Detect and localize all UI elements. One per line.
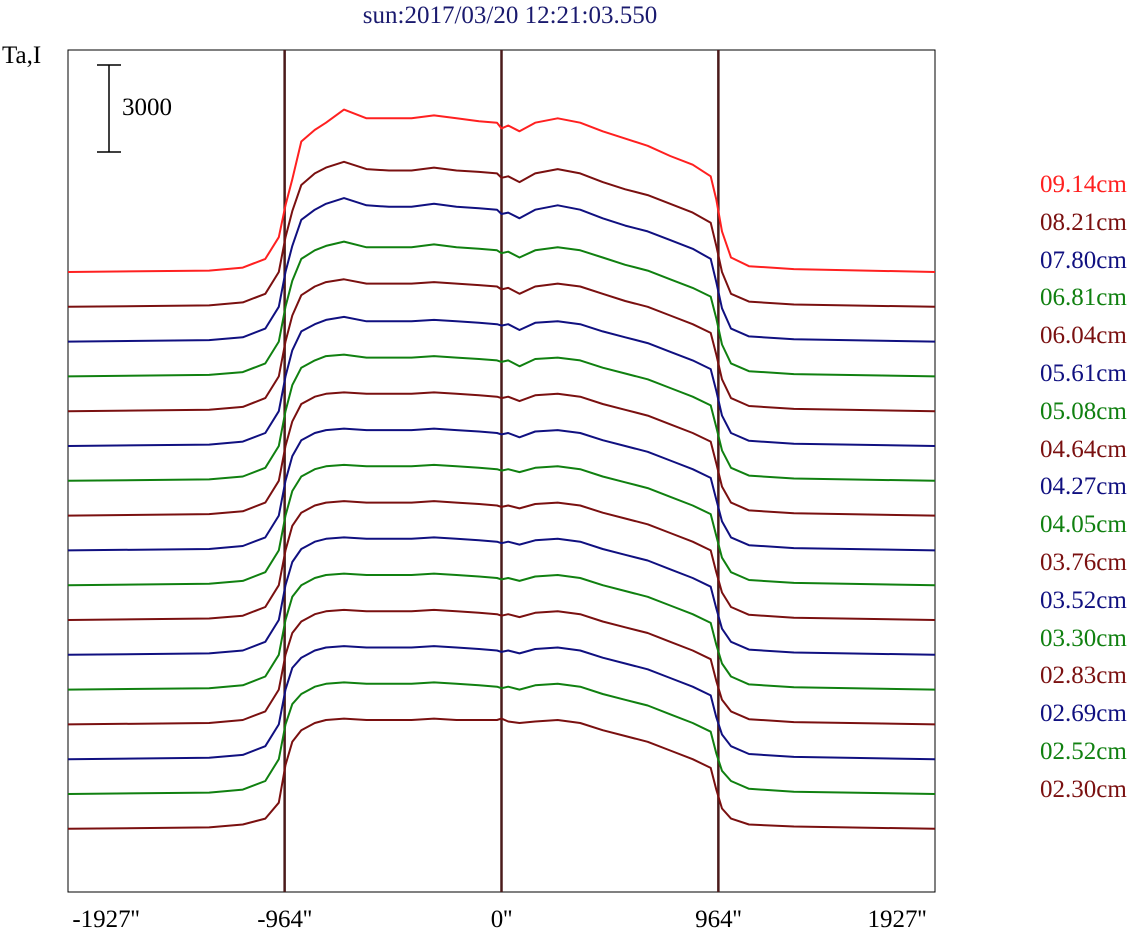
legend-entry: 08.21cm [1040,208,1127,236]
legend-entry: 03.30cm [1040,624,1127,652]
legend-entry: 02.69cm [1040,700,1127,728]
legend-entry: 06.04cm [1040,322,1127,350]
series-line-05.61cm [67,315,936,447]
series-line-02.52cm [67,681,936,795]
x-tick-label: -964'' [257,906,313,933]
legend-entry: 04.64cm [1040,435,1127,463]
legend-entry: 07.80cm [1040,246,1127,274]
legend-entry: 06.81cm [1040,284,1127,312]
traces [67,108,936,830]
legend-entry: 03.76cm [1040,549,1127,576]
legend-entry: 09.14cm [1040,171,1127,198]
legend-entry: 05.08cm [1040,397,1127,425]
series-line-07.80cm [67,197,936,343]
legend-entry: 02.30cm [1040,775,1127,803]
series-line-05.08cm [67,353,936,482]
legend-entry: 04.05cm [1040,511,1127,539]
legend-entry: 05.61cm [1040,360,1127,387]
x-tick-label: 0'' [490,906,513,933]
x-tick-label: 1927'' [867,906,927,933]
series-line-06.04cm [67,278,936,413]
scale-bar-label: 3000 [122,94,172,121]
scale-bar [97,64,121,153]
legend-entry: 04.27cm [1040,473,1127,501]
series-line-03.52cm [67,536,936,656]
series-line-03.30cm [67,572,936,691]
legend-entry: 02.83cm [1040,662,1127,690]
series-line-08.21cm [67,160,936,308]
series-line-02.30cm [67,717,936,830]
series-line-04.64cm [67,391,936,517]
x-tick-label: 964'' [695,906,742,933]
series-line-02.69cm [67,645,936,761]
x-tick-label: -1927'' [72,906,140,933]
chart-title: sun:2017/03/20 12:21:03.550 [362,2,658,29]
legend-entry: 02.52cm [1040,738,1127,765]
series-line-09.14cm [67,108,936,273]
y-axis-label: Ta,I [2,42,42,69]
series-line-04.27cm [67,427,936,552]
series-line-03.76cm [67,500,936,621]
series-line-06.81cm [67,240,936,378]
series-line-02.83cm [67,608,936,726]
series-line-04.05cm [67,463,936,587]
legend-entry: 03.52cm [1040,586,1127,614]
